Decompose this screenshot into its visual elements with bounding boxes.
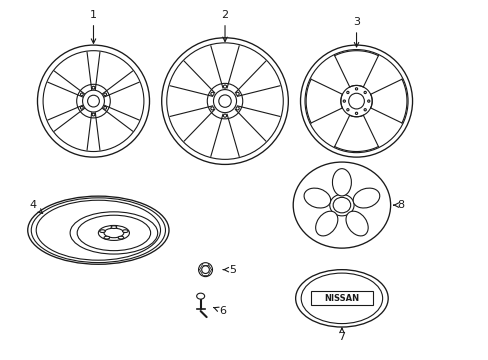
Ellipse shape [104,228,123,238]
Ellipse shape [201,266,209,274]
Ellipse shape [364,109,366,111]
Ellipse shape [87,95,99,107]
Ellipse shape [100,230,105,233]
Ellipse shape [340,85,371,117]
Ellipse shape [367,100,369,102]
Ellipse shape [166,43,283,159]
Ellipse shape [98,225,129,240]
Ellipse shape [236,92,239,95]
Ellipse shape [77,84,110,118]
Ellipse shape [31,198,165,262]
Text: 3: 3 [352,17,359,47]
Ellipse shape [196,293,204,299]
Ellipse shape [332,168,351,196]
Ellipse shape [213,90,236,113]
Text: 4: 4 [29,200,42,213]
Ellipse shape [92,113,95,116]
Ellipse shape [92,86,95,89]
Text: 8: 8 [393,200,403,210]
Ellipse shape [70,212,157,254]
Text: 5: 5 [223,265,235,275]
Ellipse shape [346,211,367,236]
Ellipse shape [364,91,366,94]
Ellipse shape [210,92,214,95]
Ellipse shape [355,88,357,90]
Ellipse shape [103,107,106,109]
Ellipse shape [43,51,143,152]
Text: NISSAN: NISSAN [324,294,359,303]
Ellipse shape [104,236,109,239]
Ellipse shape [81,107,83,109]
Ellipse shape [77,215,150,251]
Ellipse shape [348,93,364,109]
Ellipse shape [300,45,412,157]
Ellipse shape [293,162,390,248]
Ellipse shape [343,100,345,102]
Ellipse shape [315,211,337,236]
Ellipse shape [122,230,128,233]
Ellipse shape [81,93,83,96]
Ellipse shape [207,84,242,119]
Text: 2: 2 [221,10,228,41]
Ellipse shape [301,273,382,324]
Ellipse shape [236,107,239,110]
Bar [310,292,372,305]
Text: 7: 7 [338,328,345,342]
Ellipse shape [352,188,379,208]
Ellipse shape [355,112,357,114]
Ellipse shape [82,90,104,112]
Ellipse shape [304,188,330,208]
Ellipse shape [329,194,353,216]
Ellipse shape [28,196,169,264]
Ellipse shape [36,200,160,260]
Ellipse shape [223,85,226,88]
Ellipse shape [198,263,212,276]
Ellipse shape [223,114,226,117]
Ellipse shape [346,91,348,94]
Text: 1: 1 [90,10,97,43]
Ellipse shape [162,38,288,165]
Text: 6: 6 [213,306,225,316]
Ellipse shape [210,107,214,110]
Ellipse shape [111,226,117,229]
Ellipse shape [103,93,106,96]
Ellipse shape [118,236,123,239]
Ellipse shape [346,109,348,111]
Ellipse shape [218,95,231,107]
Ellipse shape [305,50,407,153]
Ellipse shape [295,270,387,327]
Ellipse shape [38,45,149,157]
Ellipse shape [332,197,350,213]
